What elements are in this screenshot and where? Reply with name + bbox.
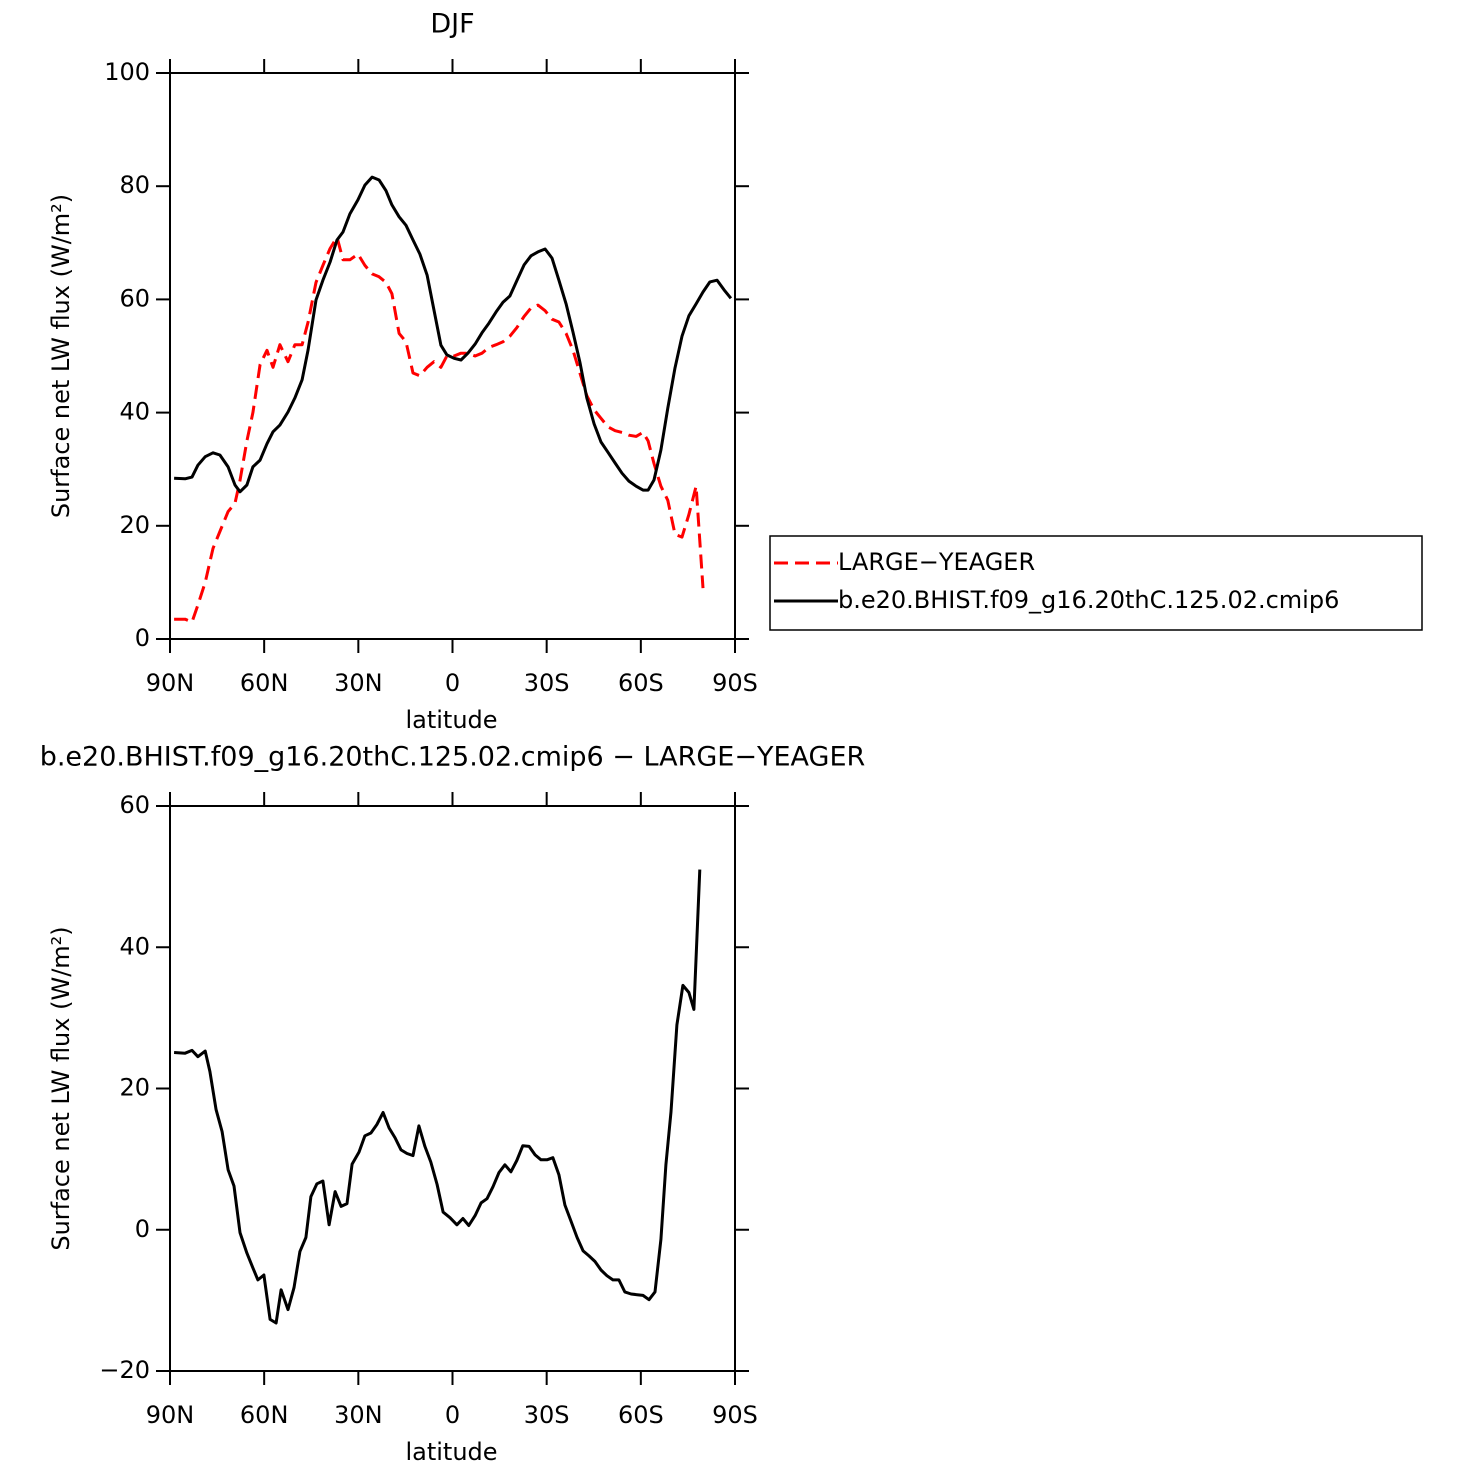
y-axis-label: Surface net LW flux (W/m²) bbox=[47, 926, 75, 1250]
data-line bbox=[174, 175, 733, 494]
x-axis-label: latitude bbox=[405, 1438, 497, 1466]
chart-title: b.e20.BHIST.f09_g16.20thC.125.02.cmip6 −… bbox=[40, 742, 866, 773]
legend-box bbox=[769, 535, 1423, 631]
y-tick-label: 0 bbox=[135, 624, 150, 652]
x-tick-label: 30N bbox=[334, 1401, 383, 1429]
y-tick-label: 100 bbox=[104, 58, 150, 86]
y-tick-label: 60 bbox=[119, 284, 150, 312]
x-tick-label: 0 bbox=[445, 1401, 460, 1429]
y-tick-label: 80 bbox=[119, 171, 150, 199]
legend-label: LARGE−YEAGER bbox=[838, 548, 1035, 576]
y-tick-label: −20 bbox=[99, 1356, 150, 1384]
y-axis-label: Surface net LW flux (W/m²) bbox=[47, 194, 75, 518]
x-tick-label: 60S bbox=[618, 1401, 664, 1429]
data-line bbox=[174, 235, 705, 624]
x-tick-label: 30N bbox=[334, 669, 383, 697]
chart-title: DJF bbox=[430, 9, 474, 40]
y-tick-label: 60 bbox=[119, 791, 150, 819]
x-tick-label: 30S bbox=[524, 1401, 570, 1429]
y-tick-label: 20 bbox=[119, 1074, 150, 1102]
y-tick-label: 40 bbox=[119, 398, 150, 426]
x-tick-label: 0 bbox=[445, 669, 460, 697]
y-tick-label: 0 bbox=[135, 1215, 150, 1243]
y-tick-label: 40 bbox=[119, 932, 150, 960]
x-tick-label: 60N bbox=[240, 1401, 289, 1429]
legend-label: b.e20.BHIST.f09_g16.20thC.125.02.cmip6 bbox=[838, 586, 1339, 614]
x-tick-label: 90S bbox=[712, 669, 758, 697]
x-tick-label: 30S bbox=[524, 669, 570, 697]
data-line bbox=[174, 869, 702, 1325]
x-tick-label: 60S bbox=[618, 669, 664, 697]
x-tick-label: 90N bbox=[146, 669, 195, 697]
x-axis-label: latitude bbox=[405, 706, 497, 734]
x-tick-label: 90S bbox=[712, 1401, 758, 1429]
x-tick-label: 90N bbox=[146, 1401, 195, 1429]
plot-frame bbox=[169, 805, 736, 1372]
x-tick-label: 60N bbox=[240, 669, 289, 697]
y-tick-label: 20 bbox=[119, 511, 150, 539]
